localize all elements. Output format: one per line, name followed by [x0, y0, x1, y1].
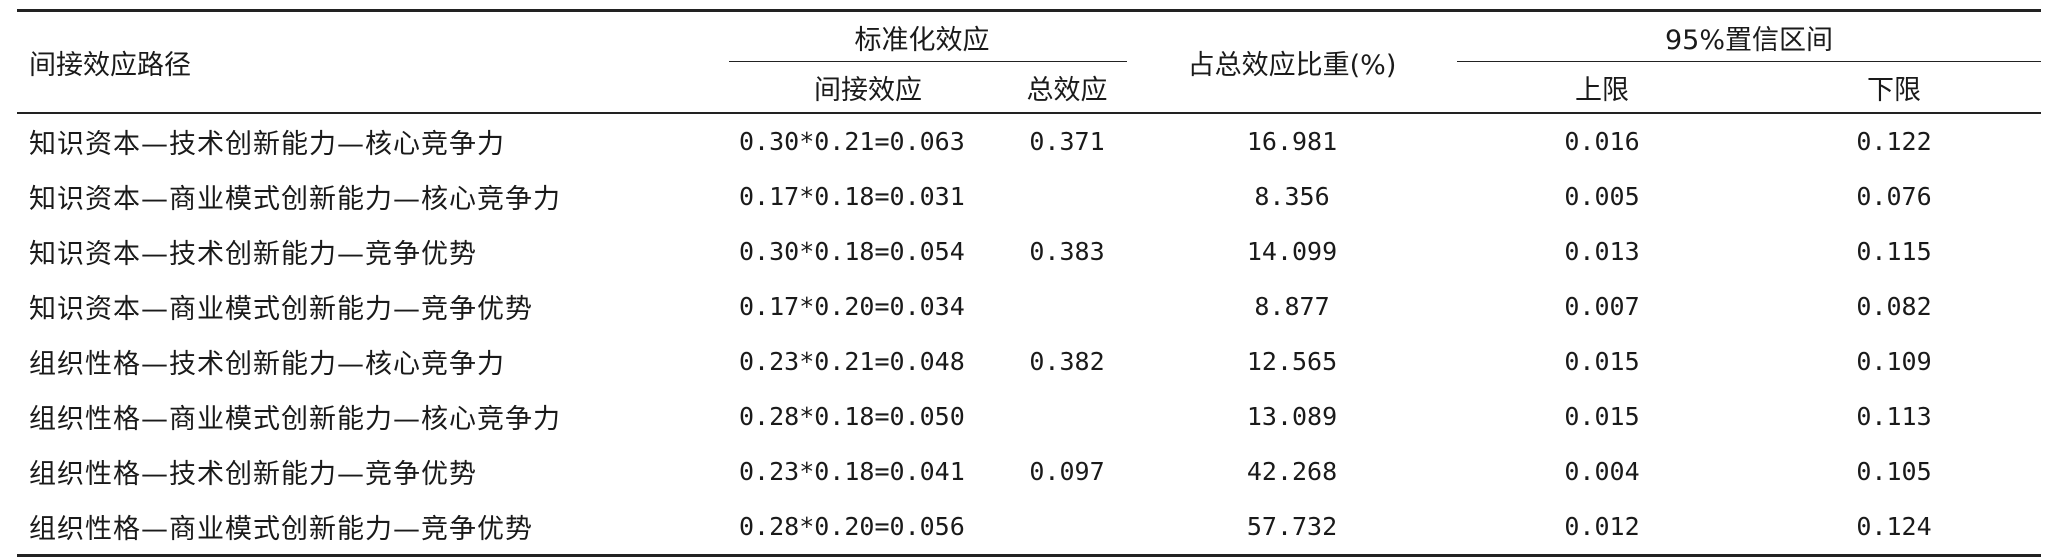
table-header: 间接效应路径 标准化效应 占总效应比重(%) 95%置信区间 间接效应 总效应 … [17, 9, 2042, 114]
upper-cell: 0.016 [1564, 127, 1640, 156]
lower-cell: 0.109 [1856, 347, 1932, 376]
upper-cell: 0.013 [1564, 237, 1640, 266]
header-ci-group: 95%置信区间 [1457, 9, 2042, 62]
path-cell: 知识资本—技术创新能力—核心竞争力 [29, 129, 505, 160]
header-path: 间接效应路径 [17, 9, 717, 114]
table-row: 知识资本—商业模式创新能力—核心竞争力 0.17*0.18=0.031 8.35… [17, 169, 2041, 224]
ratio-cell: 14.099 [1246, 237, 1338, 266]
ratio-cell: 42.268 [1246, 457, 1338, 486]
lower-cell: 0.082 [1856, 292, 1932, 321]
ratio-cell: 12.565 [1246, 347, 1338, 376]
indirect-cell: 0.30*0.21=0.063 [739, 127, 965, 156]
table-body: 知识资本—技术创新能力—核心竞争力 0.30*0.21=0.063 0.371 … [17, 113, 2042, 557]
path-cell: 组织性格—商业模式创新能力—竞争优势 [17, 499, 717, 557]
table-row: 组织性格—技术创新能力—核心竞争力 0.23*0.21=0.048 0.382 … [17, 334, 2041, 389]
total-cell: 0.383 [1029, 237, 1105, 266]
indirect-cell: 0.28*0.20=0.056 [717, 499, 1007, 557]
header-indirect: 间接效应 [717, 62, 1007, 114]
indirect-cell: 0.23*0.21=0.048 [739, 347, 965, 376]
table-row: 组织性格—商业模式创新能力—核心竞争力 0.28*0.18=0.050 13.0… [17, 389, 2041, 444]
indirect-effect-table-container: 间接效应路径 标准化效应 占总效应比重(%) 95%置信区间 间接效应 总效应 … [17, 9, 2042, 557]
header-lower: 下限 [1747, 62, 2042, 114]
upper-cell: 0.012 [1457, 499, 1747, 557]
header-ci-group-label: 95%置信区间 [1665, 24, 1834, 56]
table-row: 组织性格—技术创新能力—竞争优势 0.23*0.18=0.041 0.097 4… [17, 444, 2041, 499]
total-cell: 0.097 [1029, 457, 1105, 486]
header-ratio: 占总效应比重(%) [1127, 9, 1457, 114]
upper-cell: 0.015 [1564, 347, 1640, 376]
header-standardized-group-label: 标准化效应 [854, 24, 990, 56]
indirect-effect-table: 间接效应路径 标准化效应 占总效应比重(%) 95%置信区间 间接效应 总效应 … [17, 9, 2042, 557]
path-cell: 知识资本—技术创新能力—竞争优势 [29, 239, 477, 270]
lower-cell: 0.124 [1747, 499, 2042, 557]
path-cell: 知识资本—商业模式创新能力—核心竞争力 [29, 184, 561, 215]
lower-cell: 0.105 [1856, 457, 1932, 486]
standardized-group-rule [729, 61, 1127, 62]
indirect-cell: 0.17*0.20=0.034 [739, 292, 965, 321]
table-row: 知识资本—技术创新能力—竞争优势 0.30*0.18=0.054 0.383 1… [17, 224, 2041, 279]
ratio-cell: 57.732 [1127, 499, 1457, 557]
ci-group-rule [1457, 61, 2042, 62]
upper-cell: 0.015 [1564, 402, 1640, 431]
total-cell [1007, 389, 1127, 444]
indirect-cell: 0.23*0.18=0.041 [739, 457, 965, 486]
path-cell: 组织性格—技术创新能力—竞争优势 [29, 459, 477, 490]
lower-cell: 0.113 [1856, 402, 1932, 431]
lower-cell: 0.122 [1856, 127, 1932, 156]
table-row: 组织性格—商业模式创新能力—竞争优势 0.28*0.20=0.056 57.73… [17, 499, 2042, 557]
total-cell [1007, 169, 1127, 224]
ratio-cell: 8.877 [1254, 292, 1330, 321]
header-total: 总效应 [1007, 62, 1127, 114]
upper-cell: 0.007 [1564, 292, 1640, 321]
path-cell: 知识资本—商业模式创新能力—竞争优势 [29, 294, 533, 325]
upper-cell: 0.004 [1564, 457, 1640, 486]
path-cell: 组织性格—商业模式创新能力—核心竞争力 [29, 404, 561, 435]
total-cell: 0.371 [1029, 127, 1105, 156]
table-row: 知识资本—商业模式创新能力—竞争优势 0.17*0.20=0.034 8.877… [17, 279, 2041, 334]
indirect-cell: 0.30*0.18=0.054 [739, 237, 965, 266]
header-upper: 上限 [1457, 62, 1747, 114]
upper-cell: 0.005 [1564, 182, 1640, 211]
total-cell [1007, 279, 1127, 334]
ratio-cell: 16.981 [1246, 127, 1338, 156]
lower-cell: 0.115 [1856, 237, 1932, 266]
ratio-cell: 8.356 [1254, 182, 1330, 211]
indirect-cell: 0.17*0.18=0.031 [739, 182, 965, 211]
ratio-cell: 13.089 [1246, 402, 1338, 431]
total-cell [1007, 499, 1127, 557]
table-row: 知识资本—技术创新能力—核心竞争力 0.30*0.21=0.063 0.371 … [17, 113, 2041, 169]
total-cell: 0.382 [1029, 347, 1105, 376]
lower-cell: 0.076 [1856, 182, 1932, 211]
header-standardized-group: 标准化效应 [717, 9, 1127, 62]
path-cell: 组织性格—技术创新能力—核心竞争力 [29, 349, 505, 380]
indirect-cell: 0.28*0.18=0.050 [739, 402, 965, 431]
